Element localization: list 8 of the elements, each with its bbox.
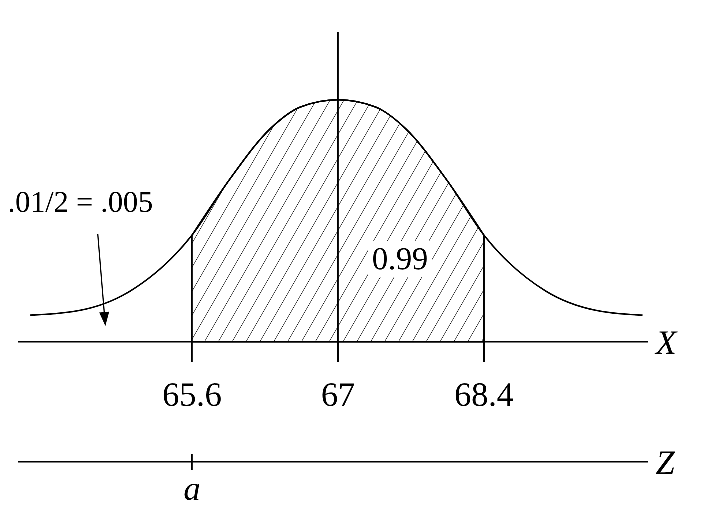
text: a <box>184 471 201 508</box>
x-axis-title: X <box>654 325 678 362</box>
annotation: .01/2 = .005 <box>8 186 154 219</box>
x-tick-label: 67 <box>321 377 356 414</box>
x-tick-label: 68.4 <box>454 377 514 414</box>
x-tick-label: 65.6 <box>162 377 222 414</box>
x2-axis-title: Z <box>656 445 676 482</box>
annotation: 0.99 <box>372 240 428 276</box>
